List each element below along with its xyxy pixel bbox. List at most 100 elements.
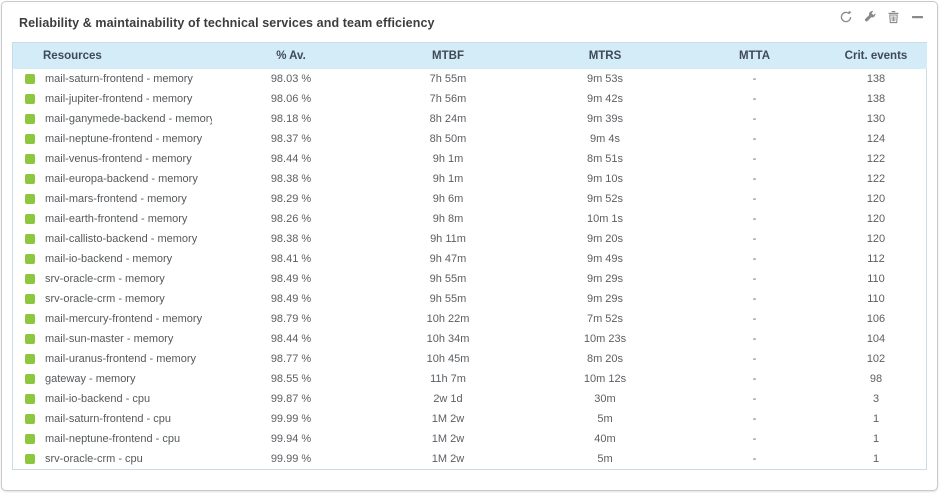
status-ok-icon xyxy=(25,354,35,364)
mtbf-value: 9h 55m xyxy=(429,293,467,305)
availability-value: 98.38 % xyxy=(270,173,312,185)
mtbf-value: 8h 50m xyxy=(429,133,467,145)
edit-button[interactable] xyxy=(862,10,877,26)
table-row[interactable]: mail-europa-backend - memory 98.38 % 9h … xyxy=(13,169,927,189)
mtta-value: - xyxy=(752,293,757,305)
crit-events-value: 120 xyxy=(866,233,886,245)
resource-name[interactable]: mail-saturn-frontend - cpu xyxy=(45,413,171,425)
resource-name[interactable]: mail-mercury-frontend - memory xyxy=(45,313,203,325)
table-row[interactable]: mail-neptune-frontend - cpu 99.94 % 1M 2… xyxy=(13,429,927,449)
table-row[interactable]: gateway - memory 98.55 % 11h 7m 10m 12s … xyxy=(13,369,927,389)
resource-name[interactable]: srv-oracle-crm - memory xyxy=(45,273,165,285)
resource-name[interactable]: mail-neptune-frontend - memory xyxy=(45,133,203,145)
resource-name[interactable]: mail-venus-frontend - memory xyxy=(45,153,192,165)
resource-name[interactable]: mail-saturn-frontend - memory xyxy=(45,73,193,85)
mtrs-value: 5m xyxy=(597,413,613,425)
mtbf-value: 11h 7m xyxy=(430,373,466,385)
availability-value: 98.29 % xyxy=(270,193,312,205)
resource-name[interactable]: mail-earth-frontend - memory xyxy=(45,213,188,225)
column-header-mtbf[interactable]: MTBF xyxy=(370,43,526,69)
resource-name[interactable]: mail-ganymede-backend - memory xyxy=(45,113,212,125)
column-header-crit-events[interactable]: Crit. events xyxy=(825,43,927,69)
table-row[interactable]: mail-callisto-backend - memory 98.38 % 9… xyxy=(13,229,927,249)
refresh-button[interactable] xyxy=(838,11,853,26)
mtta-value: - xyxy=(752,213,757,225)
delete-button[interactable] xyxy=(886,11,901,26)
table-row[interactable]: mail-neptune-frontend - memory 98.37 % 8… xyxy=(13,129,927,149)
mtbf-value: 9h 8m xyxy=(432,213,464,225)
resource-name[interactable]: srv-oracle-crm - cpu xyxy=(45,453,143,465)
refresh-icon xyxy=(839,10,853,27)
availability-value: 99.99 % xyxy=(270,453,312,465)
crit-events-value: 102 xyxy=(866,353,886,365)
table-row[interactable]: srv-oracle-crm - memory 98.49 % 9h 55m 9… xyxy=(13,269,927,289)
resource-name[interactable]: mail-uranus-frontend - memory xyxy=(45,353,196,365)
table-row[interactable]: mail-saturn-frontend - memory 98.03 % 7h… xyxy=(13,69,927,89)
trash-icon xyxy=(887,10,900,27)
resource-name[interactable]: mail-callisto-backend - memory xyxy=(45,233,198,245)
table-row[interactable]: mail-saturn-frontend - cpu 99.99 % 1M 2w… xyxy=(13,409,927,429)
availability-value: 98.49 % xyxy=(270,273,312,285)
status-ok-icon xyxy=(25,154,35,164)
table-row[interactable]: mail-sun-master - memory 98.44 % 10h 34m… xyxy=(13,329,927,349)
resource-name[interactable]: mail-europa-backend - memory xyxy=(45,173,198,185)
availability-value: 98.49 % xyxy=(270,293,312,305)
status-ok-icon xyxy=(25,94,35,104)
table-row[interactable]: mail-mars-frontend - memory 98.29 % 9h 6… xyxy=(13,189,927,209)
table-row[interactable]: mail-io-backend - memory 98.41 % 9h 47m … xyxy=(13,249,927,269)
availability-value: 98.79 % xyxy=(270,313,312,325)
availability-value: 98.41 % xyxy=(270,253,312,265)
table-row[interactable]: mail-mercury-frontend - memory 98.79 % 1… xyxy=(13,309,927,329)
mtbf-value: 1M 2w xyxy=(431,453,465,465)
resource-name[interactable]: mail-io-backend - memory xyxy=(45,253,173,265)
mtta-value: - xyxy=(752,333,757,345)
crit-events-value: 106 xyxy=(866,313,886,325)
resource-name[interactable]: srv-oracle-crm - memory xyxy=(45,293,165,305)
resource-name[interactable]: mail-neptune-frontend - cpu xyxy=(45,433,181,445)
table-row[interactable]: mail-jupiter-frontend - memory 98.06 % 7… xyxy=(13,89,927,109)
crit-events-value: 138 xyxy=(866,93,886,105)
crit-events-value: 1 xyxy=(872,433,880,445)
status-ok-icon xyxy=(25,174,35,184)
status-ok-icon xyxy=(25,394,35,404)
table-row[interactable]: mail-io-backend - cpu 99.87 % 2w 1d 30m … xyxy=(13,389,927,409)
resource-name[interactable]: mail-io-backend - cpu xyxy=(45,393,151,405)
mtbf-value: 8h 24m xyxy=(429,113,467,125)
resource-name[interactable]: mail-sun-master - memory xyxy=(45,333,174,345)
table-row[interactable]: mail-venus-frontend - memory 98.44 % 9h … xyxy=(13,149,927,169)
mtbf-value: 9h 1m xyxy=(432,153,464,165)
status-ok-icon xyxy=(25,214,35,224)
resource-name[interactable]: gateway - memory xyxy=(45,373,136,385)
mtrs-value: 9m 42s xyxy=(586,93,624,105)
mtrs-value: 9m 39s xyxy=(586,113,624,125)
mtrs-value: 8m 20s xyxy=(586,353,624,365)
mtta-value: - xyxy=(752,433,757,445)
minimize-button[interactable] xyxy=(910,11,925,26)
availability-value: 98.37 % xyxy=(270,133,312,145)
table-row[interactable]: mail-ganymede-backend - memory 98.18 % 8… xyxy=(13,109,927,129)
mtta-value: - xyxy=(752,153,757,165)
status-ok-icon xyxy=(25,434,35,444)
table-row[interactable]: srv-oracle-crm - cpu 99.99 % 1M 2w 5m - … xyxy=(13,449,927,469)
column-header-availability[interactable]: % Av. xyxy=(212,43,370,69)
availability-value: 99.99 % xyxy=(270,413,312,425)
availability-value: 98.26 % xyxy=(270,213,312,225)
table-row[interactable]: srv-oracle-crm - memory 98.49 % 9h 55m 9… xyxy=(13,289,927,309)
resource-name[interactable]: mail-mars-frontend - memory xyxy=(45,193,187,205)
table-row[interactable]: mail-earth-frontend - memory 98.26 % 9h … xyxy=(13,209,927,229)
minimize-icon xyxy=(911,10,924,27)
availability-value: 98.38 % xyxy=(270,233,312,245)
mtrs-value: 8m 51s xyxy=(586,153,624,165)
column-header-resources[interactable]: Resources xyxy=(13,43,212,69)
resource-name[interactable]: mail-jupiter-frontend - memory xyxy=(45,93,193,105)
mtbf-value: 9h 6m xyxy=(432,193,464,205)
mtrs-value: 9m 29s xyxy=(586,273,624,285)
reliability-table: Resources % Av. MTBF MTRS MTTA Crit. eve… xyxy=(13,43,927,469)
mtrs-value: 5m xyxy=(597,453,613,465)
column-header-mtrs[interactable]: MTRS xyxy=(526,43,684,69)
column-header-mtta[interactable]: MTTA xyxy=(684,43,825,69)
mtta-value: - xyxy=(752,393,757,405)
table-row[interactable]: mail-uranus-frontend - memory 98.77 % 10… xyxy=(13,349,927,369)
mtta-value: - xyxy=(752,173,757,185)
mtrs-value: 10m 23s xyxy=(583,333,627,345)
